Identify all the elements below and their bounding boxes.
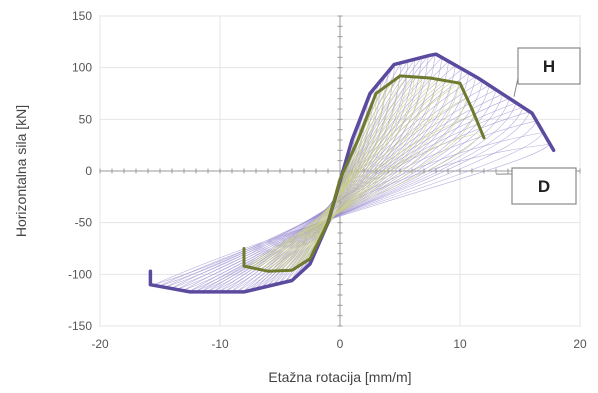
y-axis-title: Horizontalna sila [kN] xyxy=(13,105,29,237)
y-tick-label: 100 xyxy=(72,61,92,75)
x-tick-label: -20 xyxy=(91,337,109,351)
y-tick-label: 150 xyxy=(72,9,92,23)
callout-leader-h xyxy=(513,77,519,97)
x-tick-label: 20 xyxy=(573,337,587,351)
callouts: HD xyxy=(495,47,581,205)
y-tick-label: -50 xyxy=(75,216,93,230)
callout-label-h: H xyxy=(543,57,555,76)
x-tick-label: -10 xyxy=(211,337,229,351)
callout-box-d xyxy=(511,167,577,205)
series-line-d xyxy=(242,74,486,273)
callout-label-d: D xyxy=(538,177,550,196)
y-tick-label: -150 xyxy=(68,319,92,333)
x-axis-title: Etažna rotacija [mm/m] xyxy=(268,369,411,385)
grid xyxy=(99,15,581,327)
y-tick-label: -100 xyxy=(68,267,92,281)
envelope-series xyxy=(148,52,556,294)
x-tick-label: 0 xyxy=(337,337,344,351)
x-tick-label: 10 xyxy=(453,337,467,351)
callout-box-h xyxy=(517,47,581,85)
y-tick-label: 50 xyxy=(79,112,93,126)
series-line-h xyxy=(148,52,556,294)
y-tick-label: 0 xyxy=(85,164,92,178)
